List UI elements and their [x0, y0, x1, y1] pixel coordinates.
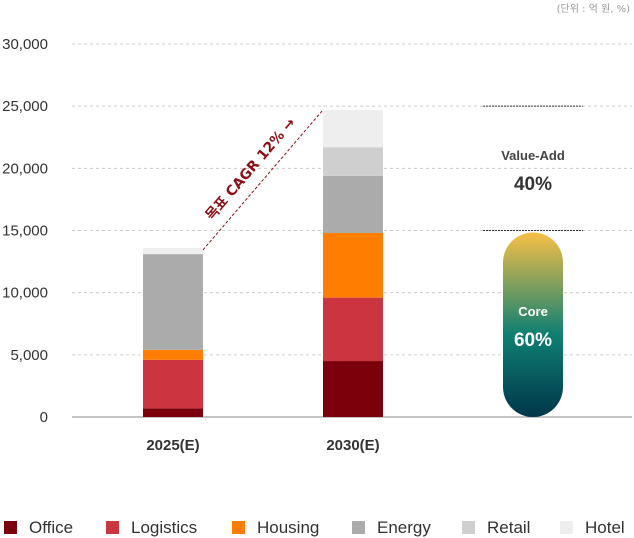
legend-label: Hotel — [585, 518, 625, 537]
legend-swatch-energy — [352, 521, 365, 534]
core-label: Core — [518, 304, 548, 319]
legend-swatch-hotel — [560, 521, 573, 534]
legend-item: Office — [4, 518, 73, 537]
legend-label: Energy — [377, 518, 431, 537]
legend-label: Logistics — [131, 518, 197, 537]
value-add-label: Value-Add — [501, 148, 565, 163]
y-tick-label: 20,000 — [2, 160, 48, 177]
legend-swatch-retail — [462, 521, 475, 534]
legend-item: Hotel — [560, 518, 625, 537]
legend-swatch-logistics — [106, 521, 119, 534]
bar-segment-logistics — [323, 297, 383, 362]
bar-segment-energy — [323, 175, 383, 233]
legend-item: Retail — [462, 518, 530, 537]
legend-item: Housing — [232, 518, 319, 537]
y-tick-label: 0 — [40, 409, 48, 426]
core-capsule — [503, 232, 563, 417]
bar-segment-housing — [143, 349, 203, 360]
legend-label: Office — [29, 518, 73, 537]
legend-label: Housing — [257, 518, 319, 537]
bar-segment-hotel — [323, 109, 383, 148]
unit-note: (단위 : 억 원, %) — [557, 2, 630, 15]
y-tick-label: 25,000 — [2, 98, 48, 115]
cagr-dashed-line — [202, 109, 324, 251]
legend-swatch-housing — [232, 521, 245, 534]
bar-segment-office — [323, 361, 383, 417]
bar-segment-housing — [323, 232, 383, 298]
bar-segment-retail — [323, 147, 383, 176]
bar-segment-energy — [143, 254, 203, 350]
legend-item: Energy — [352, 518, 431, 537]
cagr-annotation: 목표 CAGR 12% → — [203, 115, 299, 224]
value-add-pct: 40% — [514, 174, 552, 195]
bar-segment-office — [143, 408, 203, 417]
bar-segment-hotel — [143, 247, 203, 255]
y-tick-label: 15,000 — [2, 223, 48, 240]
x-category-label: 2025(E) — [146, 437, 199, 454]
y-tick-label: 10,000 — [2, 285, 48, 302]
legend-item: Logistics — [106, 518, 197, 537]
bar-segment-logistics — [143, 359, 203, 409]
y-tick-label: 30,000 — [2, 36, 48, 53]
core-pct: 60% — [514, 330, 552, 351]
y-tick-label: 5,000 — [10, 347, 48, 364]
x-category-label: 2030(E) — [326, 437, 379, 454]
legend-swatch-office — [4, 521, 17, 534]
legend-label: Retail — [487, 518, 530, 537]
